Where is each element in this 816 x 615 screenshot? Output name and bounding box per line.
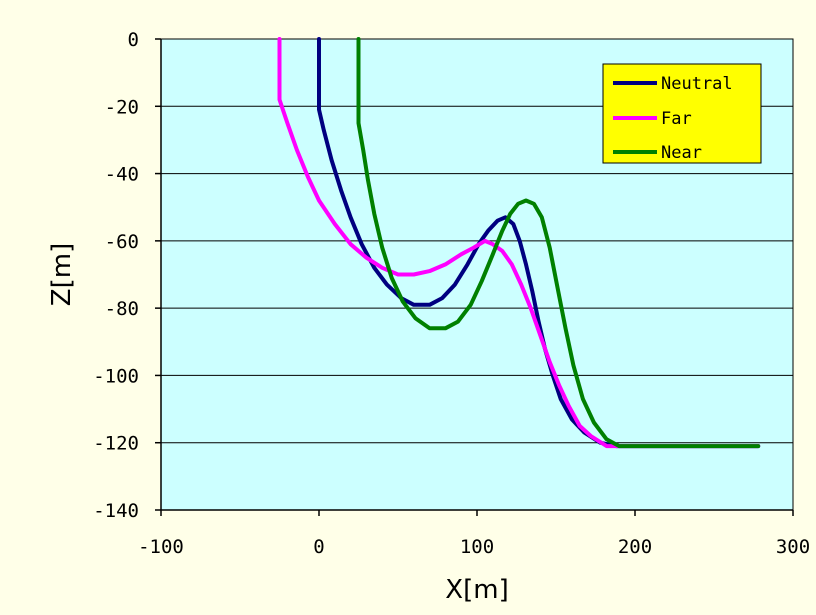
y-tick-label: 0 [128, 29, 139, 51]
x-tick-label: 200 [618, 536, 652, 558]
series-line-near [356, 37, 761, 449]
y-axis-title: Z[m] [47, 243, 77, 306]
x-tick-label: 0 [313, 536, 324, 558]
x-tick-label: 100 [460, 536, 494, 558]
legend-box [602, 63, 762, 164]
y-tick-label: -20 [105, 96, 139, 118]
y-tick-label: -140 [93, 500, 139, 522]
y-tick-label: -100 [93, 365, 139, 387]
legend: Neutral Far Near [602, 63, 762, 164]
axis-ticks: 0 -20 -40 -60 -80 -100 -120 -140 -100 0 100 200 300 [93, 29, 810, 558]
series-line-far [277, 37, 761, 449]
legend-label-far: Far [661, 109, 692, 129]
legend-label-neutral: Neutral [661, 74, 733, 94]
series-lines [277, 37, 761, 449]
y-tick-label: -80 [105, 298, 139, 320]
series-line-neutral [317, 37, 761, 449]
legend-label-near: Near [661, 143, 702, 163]
y-tick-label: -40 [105, 164, 139, 186]
x-tick-label: -100 [138, 536, 184, 558]
y-tick-label: -60 [105, 231, 139, 253]
x-axis-title: X[m] [445, 575, 508, 605]
y-tick-label: -120 [93, 433, 139, 455]
x-tick-label: 300 [776, 536, 810, 558]
